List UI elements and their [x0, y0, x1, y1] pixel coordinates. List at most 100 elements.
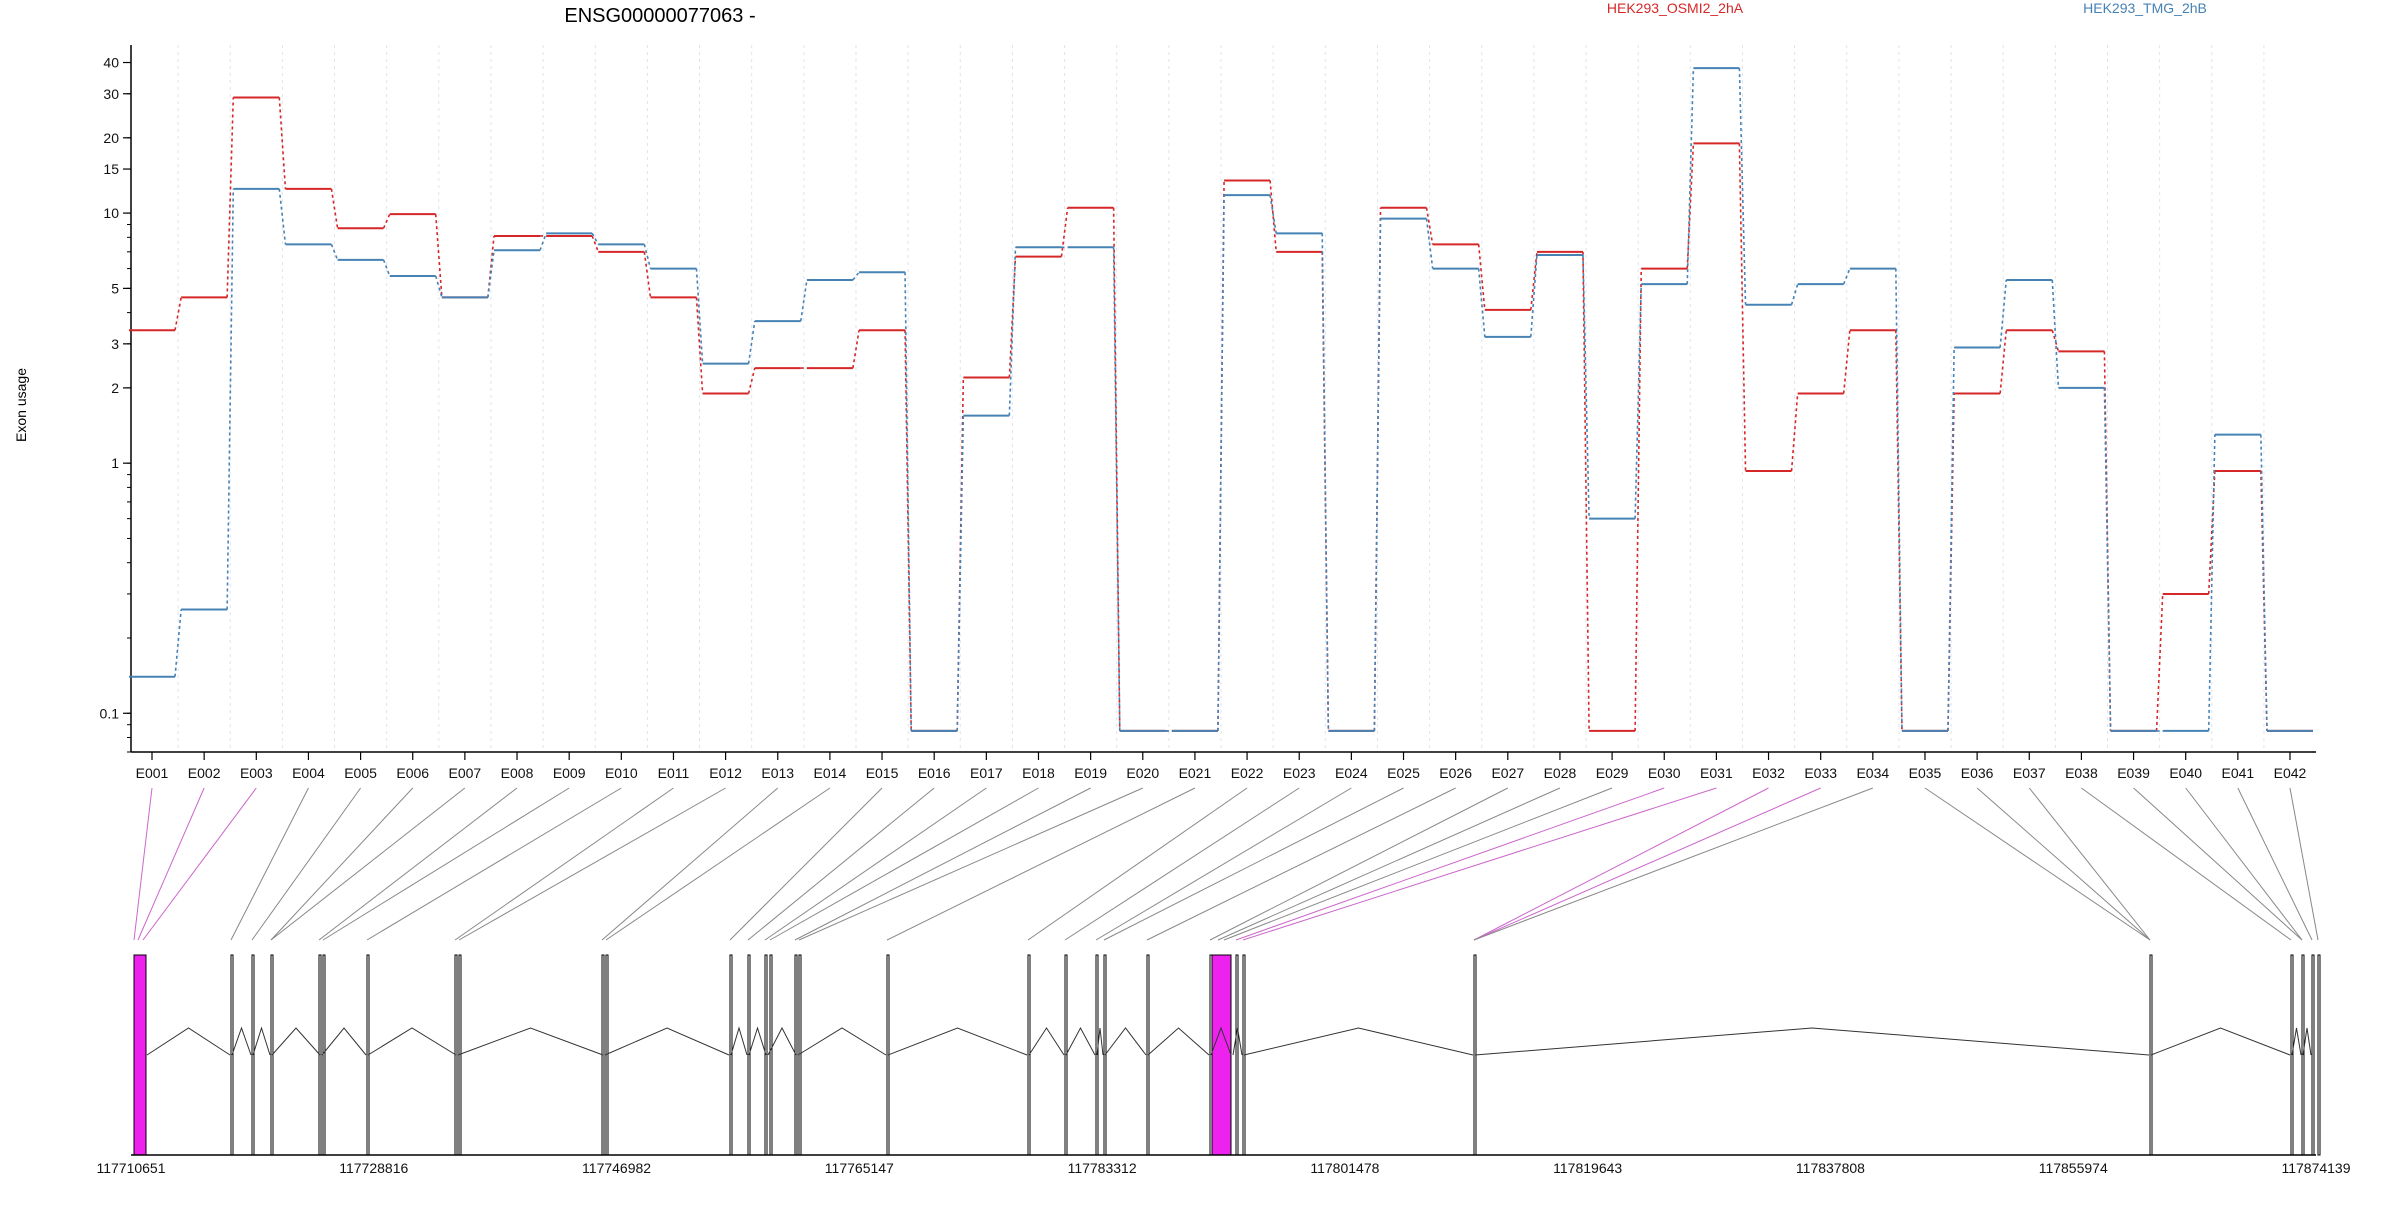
legend-entry-osmi2: HEK293_OSMI2_2hA: [1607, 0, 1744, 16]
series-connector: [330, 244, 339, 261]
x-tick-label: E019: [1074, 765, 1107, 781]
exon-connector: [133, 787, 153, 941]
exon-connector: [1976, 787, 2151, 941]
series-connector: [1790, 283, 1799, 305]
intron-line: [252, 1026, 271, 1056]
x-tick-label: E024: [1335, 765, 1368, 781]
series-connector: [2207, 471, 2216, 594]
x-tick-label: E023: [1283, 765, 1316, 781]
series-connector: [591, 235, 600, 253]
coord-label: 117746982: [582, 1160, 651, 1176]
exon-connector: [729, 787, 883, 941]
x-tick-label: E031: [1700, 765, 1733, 781]
x-tick-label: E034: [1856, 765, 1889, 781]
exon-box: [2311, 954, 2315, 1156]
intron-line: [367, 1027, 457, 1056]
exon-connector: [798, 787, 1143, 941]
y-tick-label: 10: [103, 205, 119, 221]
exon-connector: [1223, 787, 1613, 941]
intron-line: [457, 1027, 604, 1056]
connector-layer: [133, 787, 2319, 941]
y-tick-label: 30: [103, 86, 119, 102]
series-connector: [2051, 330, 2060, 352]
series-connector: [1790, 393, 1799, 472]
intron-line: [321, 1027, 367, 1056]
intron-line: [1147, 1027, 1210, 1056]
series-connector: [1425, 207, 1434, 245]
exon-connector: [2185, 787, 2303, 941]
series-connector: [382, 213, 391, 229]
series-connector: [1999, 279, 2008, 348]
y-tick-label: 5: [111, 280, 119, 296]
series-connector: [1269, 194, 1278, 234]
x-tick-label: E015: [866, 765, 899, 781]
series-connector: [1425, 218, 1434, 269]
series-connector: [1582, 254, 1590, 519]
series-connector: [487, 235, 495, 298]
exon-connector: [366, 787, 622, 941]
x-tick-label: E021: [1179, 765, 1212, 781]
series-connector: [1842, 330, 1851, 394]
exon-connector: [1924, 787, 2151, 941]
coord-label: 117801478: [1310, 1160, 1379, 1176]
series-connector: [1582, 251, 1590, 731]
exon-box: [133, 954, 147, 1156]
x-tick-label: E009: [553, 765, 586, 781]
series-connector: [1842, 268, 1851, 285]
series-connector: [434, 275, 443, 298]
coord-label: 117855974: [2039, 1160, 2108, 1176]
series-connector: [852, 330, 860, 369]
series-connector: [1217, 195, 1225, 731]
series-connector: [434, 214, 443, 298]
intron-line: [1065, 1026, 1096, 1056]
x-tick-label: E039: [2117, 765, 2150, 781]
intron-line: [767, 1026, 797, 1056]
x-tick-label: E030: [1648, 765, 1681, 781]
intron-line: [1232, 1027, 1243, 1056]
exon-connector: [1146, 787, 1456, 941]
x-tick-label: E012: [709, 765, 742, 781]
intron-line: [1243, 1027, 1474, 1056]
series-connector: [747, 320, 756, 364]
y-tick-label: 20: [103, 130, 119, 146]
exon-connector: [137, 787, 205, 941]
coord-label: 117783312: [1068, 1160, 1137, 1176]
exon-connector: [1242, 787, 1717, 941]
series-connector: [695, 297, 704, 394]
x-tick-label: E020: [1126, 765, 1159, 781]
exon-box: [1210, 954, 1232, 1156]
series-connector: [2155, 593, 2164, 731]
series-connector: [1999, 330, 2008, 394]
x-tick-label: E027: [1491, 765, 1524, 781]
y-tick-label: 2: [111, 380, 119, 396]
coord-label: 117765147: [825, 1160, 894, 1176]
exon-connector: [230, 787, 309, 941]
series-connector: [330, 188, 339, 229]
x-tick-label: E017: [970, 765, 1003, 781]
series-connector: [2051, 279, 2060, 388]
x-tick-label: E029: [1596, 765, 1629, 781]
x-tick-label: E001: [136, 765, 169, 781]
intron-line: [730, 1026, 748, 1056]
exon-connector: [2237, 787, 2313, 941]
x-tick-label: E025: [1387, 765, 1420, 781]
y-tick-label: 3: [111, 336, 119, 352]
series-layer: [129, 67, 2313, 732]
series-connector: [487, 250, 495, 298]
series-connector: [1373, 218, 1382, 731]
exon-connector: [1027, 787, 1248, 941]
series-connector: [1060, 207, 1069, 257]
intron-line: [797, 1027, 887, 1056]
exon-connector: [764, 787, 987, 941]
exon-box: [1235, 954, 1239, 1156]
series-connector: [1530, 254, 1538, 337]
intron-line: [231, 1026, 252, 1056]
x-tick-label: E008: [501, 765, 534, 781]
intron-line: [146, 1027, 231, 1056]
intron-line: [2150, 1027, 2291, 1056]
x-tick-label: E014: [814, 765, 847, 781]
exon-connector: [1235, 787, 1665, 941]
exon-connector: [886, 787, 1196, 941]
x-tick-label: E041: [2222, 765, 2255, 781]
